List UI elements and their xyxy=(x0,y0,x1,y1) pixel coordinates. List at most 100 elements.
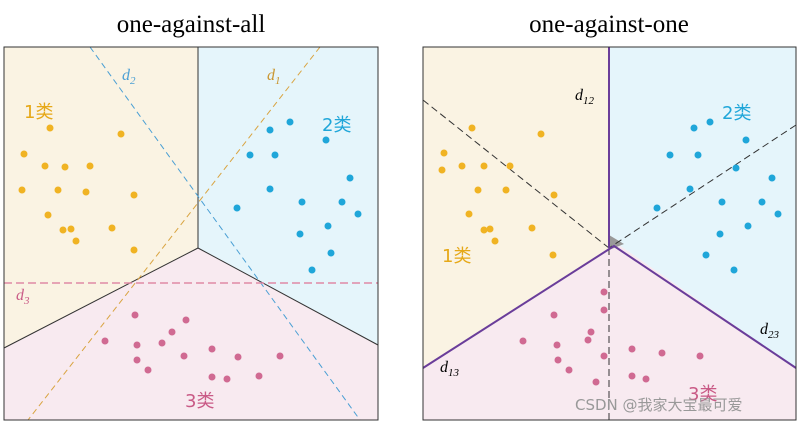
point xyxy=(208,345,216,353)
region xyxy=(423,245,796,420)
point xyxy=(758,198,766,206)
point xyxy=(233,204,241,212)
symbol: d xyxy=(575,87,584,104)
panel-frame xyxy=(422,46,797,421)
title: one-against-one xyxy=(529,11,689,38)
point xyxy=(322,136,330,144)
point xyxy=(234,353,242,361)
point xyxy=(324,222,332,230)
points xyxy=(438,118,782,386)
point xyxy=(584,336,592,344)
point xyxy=(440,149,448,157)
line-label: d3 xyxy=(16,287,30,307)
point xyxy=(86,162,94,170)
point xyxy=(182,316,190,324)
dashed-line xyxy=(608,124,797,249)
point xyxy=(246,151,254,159)
point xyxy=(502,186,510,194)
point xyxy=(628,345,636,353)
symbol: d xyxy=(122,67,131,84)
point xyxy=(537,130,545,138)
region xyxy=(198,47,378,345)
point xyxy=(742,136,750,144)
point xyxy=(44,211,52,219)
class-label: 2类 xyxy=(722,103,751,124)
point xyxy=(223,375,231,383)
region xyxy=(4,248,378,420)
title: one-against-all xyxy=(117,11,266,38)
point xyxy=(130,191,138,199)
point xyxy=(438,166,446,174)
point xyxy=(286,118,294,126)
point xyxy=(130,246,138,254)
point xyxy=(730,266,738,274)
point xyxy=(480,162,488,170)
point xyxy=(658,349,666,357)
point xyxy=(296,230,304,238)
point xyxy=(208,373,216,381)
point xyxy=(600,306,608,314)
point xyxy=(117,130,125,138)
symbol: d xyxy=(440,359,449,376)
point xyxy=(706,118,714,126)
point xyxy=(690,124,698,132)
point xyxy=(59,226,67,234)
point xyxy=(266,126,274,134)
point xyxy=(550,191,558,199)
symbol: d xyxy=(267,67,276,84)
point xyxy=(642,375,650,383)
point xyxy=(72,237,80,245)
point xyxy=(702,251,710,259)
point xyxy=(298,198,306,206)
symbol: d xyxy=(760,321,769,338)
boundary xyxy=(422,244,797,369)
point xyxy=(744,222,752,230)
point xyxy=(465,210,473,218)
point xyxy=(101,337,109,345)
point xyxy=(131,311,139,319)
line-label: d23 xyxy=(760,321,780,341)
line-label: d12 xyxy=(575,87,595,107)
point xyxy=(327,249,335,257)
point xyxy=(54,186,62,194)
line-label: d1 xyxy=(267,67,281,87)
point xyxy=(20,150,28,158)
points xyxy=(18,118,362,383)
point xyxy=(592,378,600,386)
point xyxy=(653,204,661,212)
subscript: 13 xyxy=(448,367,460,379)
point xyxy=(549,251,557,259)
symbol: d xyxy=(16,287,25,304)
panel-frame xyxy=(3,46,379,421)
dashed-line xyxy=(422,99,610,249)
point xyxy=(718,198,726,206)
point xyxy=(276,352,284,360)
class-label: 3类 xyxy=(185,391,214,412)
point xyxy=(550,311,558,319)
point xyxy=(732,164,740,172)
point xyxy=(266,185,274,193)
point xyxy=(696,352,704,360)
point xyxy=(168,328,176,336)
point xyxy=(600,288,608,296)
point xyxy=(491,237,499,245)
class-label: 2类 xyxy=(322,115,351,136)
point xyxy=(506,162,514,170)
line-label: d13 xyxy=(440,359,460,379)
point xyxy=(519,337,527,345)
point xyxy=(354,210,362,218)
point xyxy=(18,186,26,194)
watermark: CSDN @我家大宝最可爱 xyxy=(575,396,743,414)
point xyxy=(61,163,69,171)
point xyxy=(716,230,724,238)
point xyxy=(338,198,346,206)
subscript: 1 xyxy=(275,75,281,87)
point xyxy=(480,226,488,234)
point xyxy=(180,352,188,360)
point xyxy=(628,372,636,380)
point xyxy=(271,151,279,159)
point xyxy=(774,210,782,218)
line-label: d2 xyxy=(122,67,136,87)
class-label: 1类 xyxy=(24,102,53,123)
